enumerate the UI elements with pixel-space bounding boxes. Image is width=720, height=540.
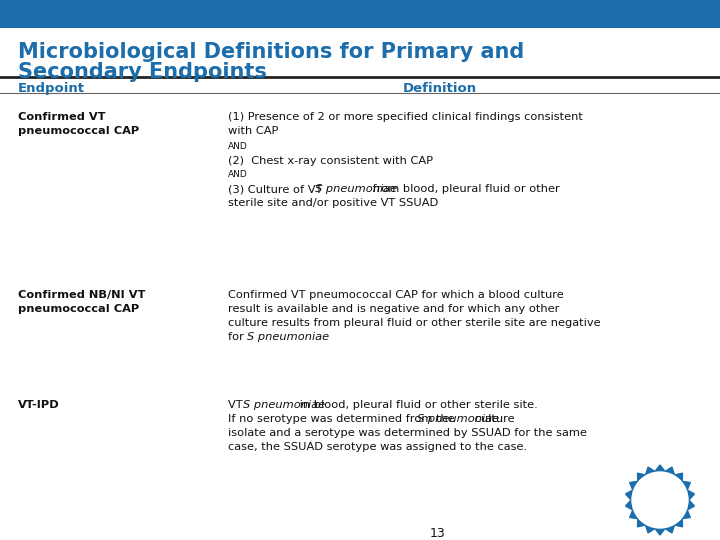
Text: Confirmed VT pneumococcal CAP for which a blood culture: Confirmed VT pneumococcal CAP for which … <box>228 290 564 300</box>
Text: S pneumoniae: S pneumoniae <box>243 400 325 410</box>
Text: from blood, pleural fluid or other: from blood, pleural fluid or other <box>369 184 559 194</box>
Bar <box>0 0 720 28</box>
Text: in blood, pleural fluid or other sterile site.: in blood, pleural fluid or other sterile… <box>296 400 538 410</box>
Text: pneumococcal CAP: pneumococcal CAP <box>18 126 139 136</box>
Text: If no serotype was determined from the: If no serotype was determined from the <box>228 414 459 424</box>
Text: with CAP: with CAP <box>228 126 279 136</box>
Text: (2)  Chest x-ray consistent with CAP: (2) Chest x-ray consistent with CAP <box>228 156 433 166</box>
Text: S pneumoniae: S pneumoniae <box>248 332 330 342</box>
Text: Endpoint: Endpoint <box>18 82 85 95</box>
Text: culture results from pleural fluid or other sterile site are negative: culture results from pleural fluid or ot… <box>228 318 600 328</box>
Text: (1) Presence of 2 or more specified clinical findings consistent: (1) Presence of 2 or more specified clin… <box>228 112 583 122</box>
Text: VT-IPD: VT-IPD <box>18 400 60 410</box>
Text: result is available and is negative and for which any other: result is available and is negative and … <box>228 304 559 314</box>
Text: U: U <box>651 490 669 510</box>
Text: culture: culture <box>471 414 514 424</box>
Text: Microbiological Definitions for Primary and: Microbiological Definitions for Primary … <box>18 42 524 62</box>
Text: Definition: Definition <box>403 82 477 95</box>
Text: Confirmed NB/NI VT: Confirmed NB/NI VT <box>18 290 145 300</box>
Text: VT: VT <box>228 400 246 410</box>
Text: pneumococcal CAP: pneumococcal CAP <box>18 304 139 314</box>
Text: case, the SSUAD serotype was assigned to the case.: case, the SSUAD serotype was assigned to… <box>228 442 527 452</box>
Text: for: for <box>228 332 248 342</box>
Text: 13: 13 <box>430 527 446 540</box>
Text: (3) Culture of VT: (3) Culture of VT <box>228 184 326 194</box>
Text: Confirmed VT: Confirmed VT <box>18 112 106 122</box>
Circle shape <box>632 472 688 528</box>
Text: sterile site and/or positive VT SSUAD: sterile site and/or positive VT SSUAD <box>228 198 438 208</box>
Text: Secondary Endpoints: Secondary Endpoints <box>18 62 267 82</box>
Text: AND: AND <box>228 170 248 179</box>
Polygon shape <box>626 465 695 535</box>
Text: isolate and a serotype was determined by SSUAD for the same: isolate and a serotype was determined by… <box>228 428 587 438</box>
Text: S pneumoniae: S pneumoniae <box>417 414 499 424</box>
Text: AND: AND <box>228 142 248 151</box>
Text: S pneumoniae: S pneumoniae <box>315 184 397 194</box>
